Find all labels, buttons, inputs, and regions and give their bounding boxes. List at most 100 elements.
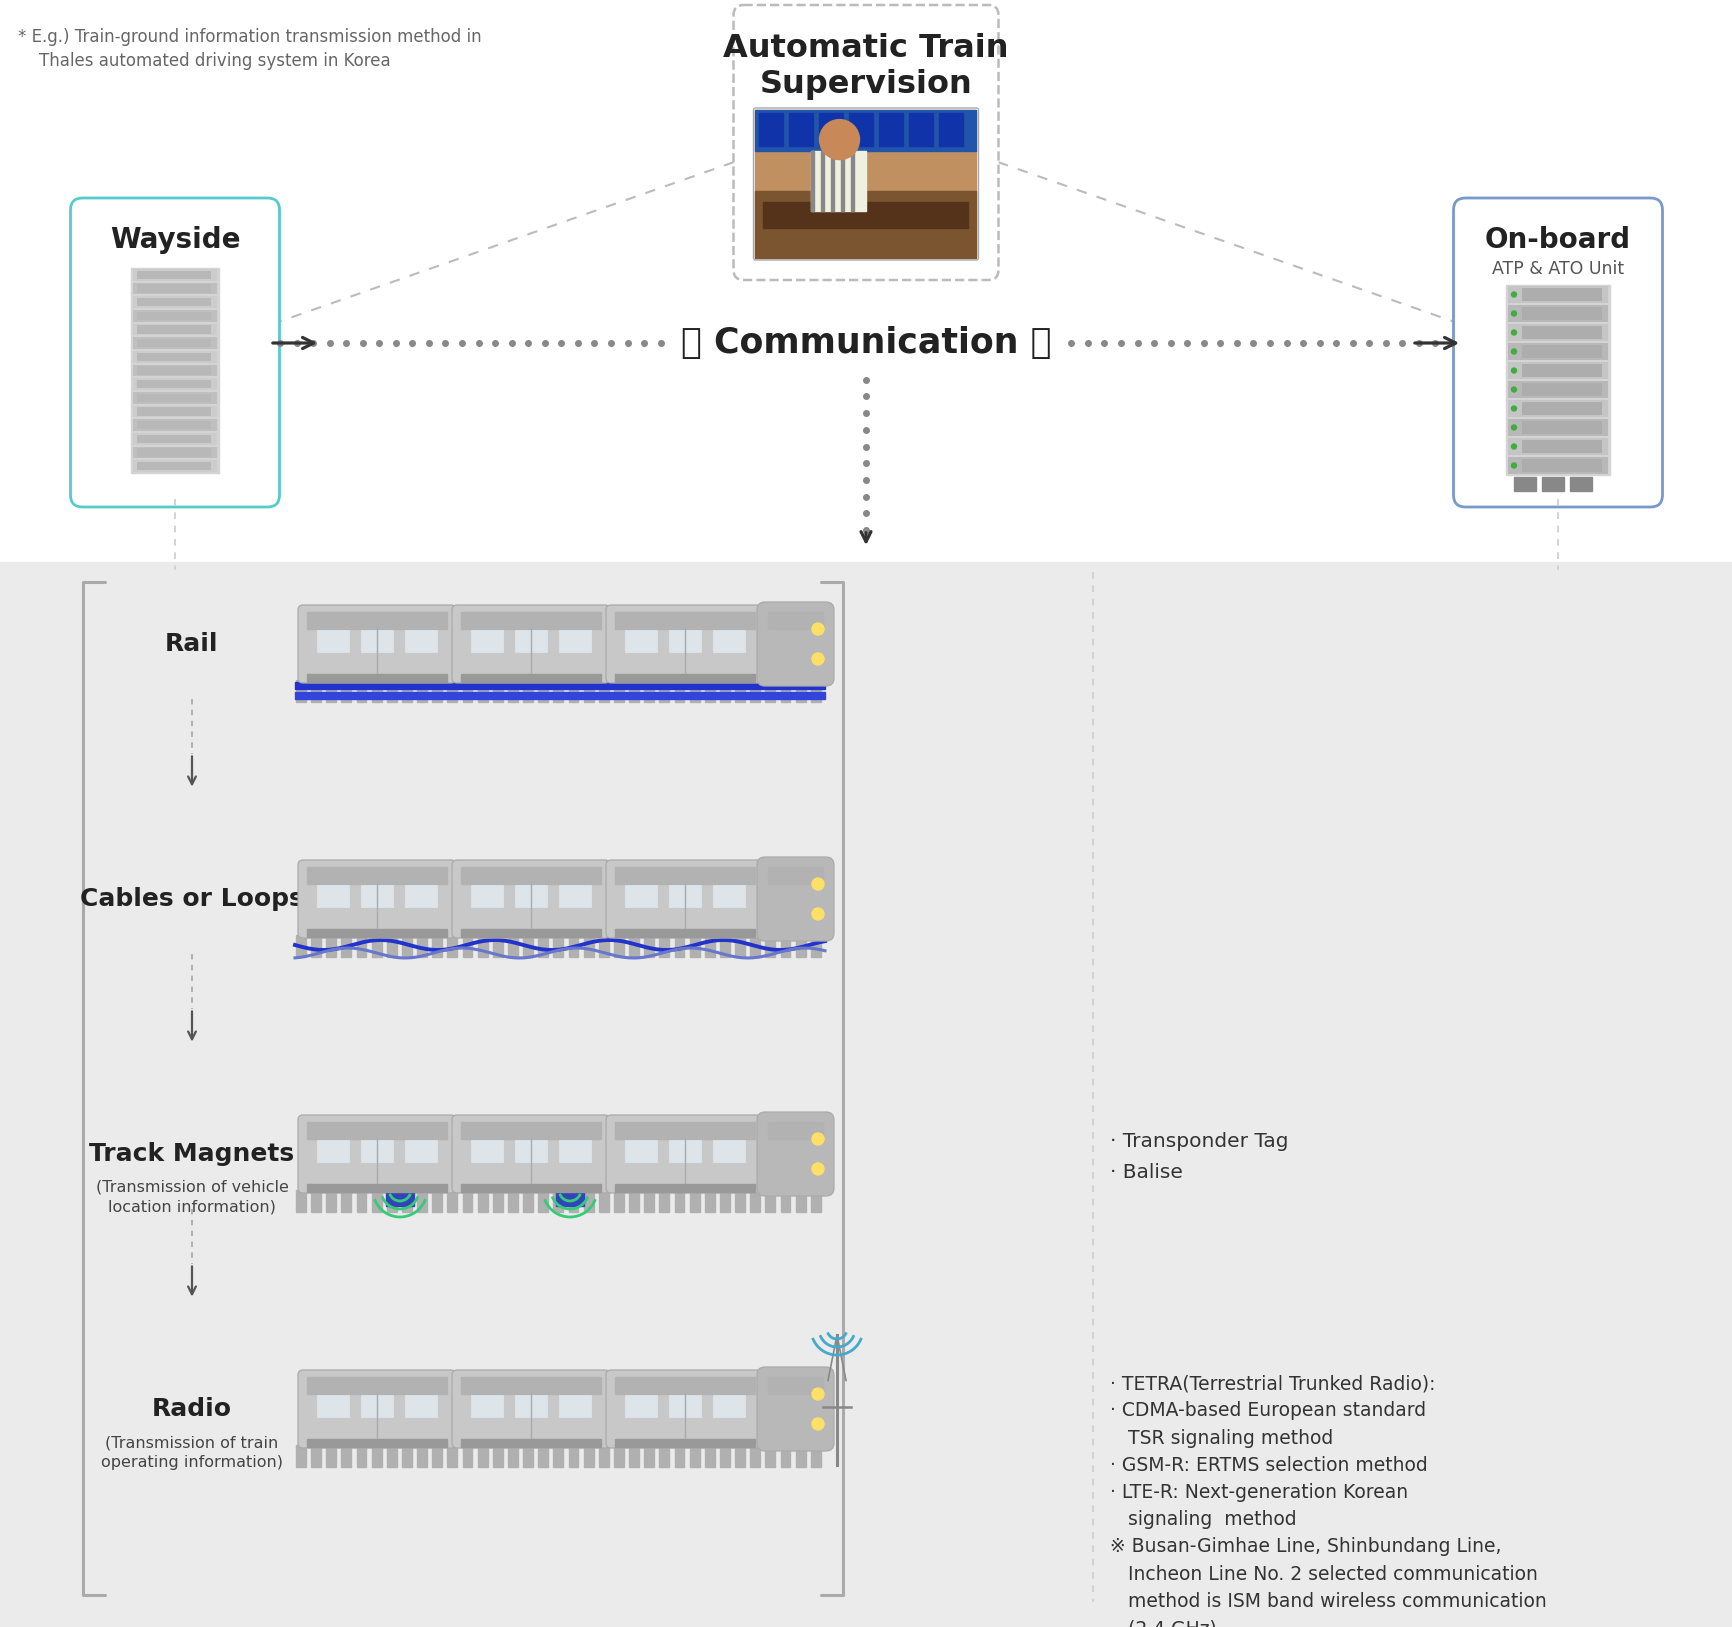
Bar xyxy=(137,381,211,389)
Bar xyxy=(0,561,1732,1627)
Circle shape xyxy=(812,1132,823,1145)
Bar xyxy=(719,1189,729,1212)
Bar xyxy=(750,680,760,701)
Bar xyxy=(360,1141,393,1162)
Bar xyxy=(296,1189,305,1212)
Bar xyxy=(584,1189,594,1212)
Bar xyxy=(1521,345,1600,358)
FancyBboxPatch shape xyxy=(452,1114,610,1193)
Text: ATP & ATO Unit: ATP & ATO Unit xyxy=(1491,260,1623,278)
Bar xyxy=(712,630,745,652)
Bar xyxy=(674,936,684,957)
Text: Track Magnets: Track Magnets xyxy=(90,1142,294,1167)
Bar xyxy=(357,936,365,957)
Bar xyxy=(644,936,653,957)
Bar xyxy=(341,1189,352,1212)
Text: * E.g.) Train-ground information transmission method in: * E.g.) Train-ground information transmi… xyxy=(17,28,481,46)
Bar xyxy=(615,1123,755,1139)
Bar xyxy=(790,112,812,145)
Bar xyxy=(1521,382,1600,395)
Bar xyxy=(326,1445,336,1468)
Bar xyxy=(764,202,968,228)
Text: Automatic Train
Supervision: Automatic Train Supervision xyxy=(722,33,1008,99)
FancyBboxPatch shape xyxy=(757,1367,833,1451)
Text: Thales automated driving system in Korea: Thales automated driving system in Korea xyxy=(17,52,390,70)
Bar xyxy=(767,1123,823,1139)
Bar xyxy=(461,674,601,682)
Circle shape xyxy=(819,120,859,159)
Bar xyxy=(755,111,975,259)
Bar xyxy=(1507,420,1607,436)
Bar xyxy=(750,936,760,957)
Circle shape xyxy=(812,1419,823,1430)
Bar xyxy=(514,630,547,652)
Bar xyxy=(386,1445,397,1468)
Bar xyxy=(137,298,211,306)
Bar xyxy=(660,680,669,701)
Bar xyxy=(478,1445,487,1468)
Bar xyxy=(766,936,774,957)
Bar xyxy=(811,151,814,210)
Circle shape xyxy=(812,908,823,919)
Bar xyxy=(462,1445,473,1468)
FancyBboxPatch shape xyxy=(452,605,610,683)
Bar xyxy=(811,151,866,210)
Circle shape xyxy=(1510,350,1516,355)
Bar xyxy=(559,1141,591,1162)
Bar xyxy=(317,1396,348,1417)
Text: Rail: Rail xyxy=(165,631,218,656)
Bar xyxy=(447,1189,457,1212)
Bar xyxy=(811,680,821,701)
Bar xyxy=(137,434,211,443)
Bar xyxy=(599,1189,608,1212)
Bar xyxy=(615,867,755,883)
Bar xyxy=(307,612,447,630)
Bar xyxy=(386,1193,414,1206)
FancyBboxPatch shape xyxy=(298,1370,456,1448)
Bar xyxy=(307,1376,447,1394)
Bar xyxy=(447,680,457,701)
Bar xyxy=(719,936,729,957)
Bar xyxy=(312,680,320,701)
Bar xyxy=(507,936,518,957)
Bar xyxy=(137,462,211,470)
Bar xyxy=(326,680,336,701)
Bar xyxy=(1521,459,1600,472)
Circle shape xyxy=(812,879,823,890)
Bar xyxy=(615,1376,755,1394)
Bar xyxy=(312,1189,320,1212)
Bar xyxy=(1521,421,1600,434)
Bar xyxy=(371,1445,381,1468)
Bar xyxy=(137,407,211,415)
Bar xyxy=(568,936,578,957)
Bar xyxy=(307,1184,447,1193)
Bar xyxy=(795,680,805,701)
Bar xyxy=(133,392,216,403)
Bar xyxy=(625,1396,656,1417)
FancyBboxPatch shape xyxy=(757,857,833,940)
Bar xyxy=(559,885,591,908)
Bar xyxy=(644,1189,653,1212)
Bar xyxy=(819,112,843,145)
Bar xyxy=(811,936,821,957)
Bar xyxy=(779,680,790,701)
Bar xyxy=(417,680,426,701)
Bar xyxy=(705,1189,714,1212)
Bar xyxy=(719,1445,729,1468)
Bar xyxy=(880,112,902,145)
Bar xyxy=(669,1141,701,1162)
Text: Radio: Radio xyxy=(152,1398,232,1420)
Text: Cables or Loops: Cables or Loops xyxy=(80,887,303,911)
FancyBboxPatch shape xyxy=(452,861,610,939)
Bar xyxy=(471,1396,502,1417)
Bar xyxy=(539,936,547,957)
Bar xyxy=(568,1445,578,1468)
Bar xyxy=(669,885,701,908)
Bar xyxy=(849,112,873,145)
FancyBboxPatch shape xyxy=(606,1370,764,1448)
Bar xyxy=(559,630,591,652)
Bar xyxy=(1507,343,1607,360)
Bar xyxy=(405,630,436,652)
Bar xyxy=(461,929,601,937)
Bar xyxy=(461,867,601,883)
